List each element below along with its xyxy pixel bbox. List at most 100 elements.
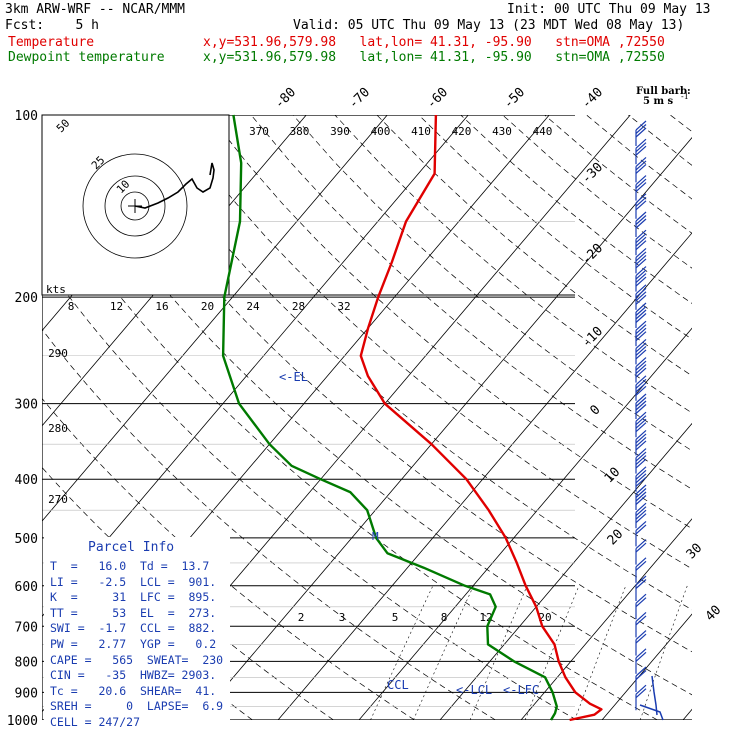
wind-barb-flag: [635, 415, 647, 426]
wind-barb-flag: [635, 287, 647, 298]
barb-legend-title: Full barb:: [636, 86, 691, 97]
parcel-info-line: K = 31 LFC = 895.: [50, 590, 217, 605]
wind-barb-flag: [635, 313, 647, 323]
skewed-temp-label: -20: [579, 241, 606, 268]
wind-barb-flag: [635, 593, 647, 604]
isotherm-line: [196, 137, 692, 720]
wind-barb-flag: [635, 127, 647, 138]
wind-barb-flag: [635, 611, 647, 622]
init-time: Init: 00 UTC Thu 09 May 13: [507, 2, 711, 17]
wind-barb-flag: [635, 378, 647, 389]
theta-label: 290: [48, 347, 68, 360]
dry-adiabat-line: [502, 115, 692, 269]
wind-barb-flag: [635, 327, 647, 338]
wind-barb-flag: [635, 342, 647, 353]
wind-barb-flag: [635, 160, 647, 171]
wind-barb-flag: [635, 455, 647, 466]
isotherm-temp-label: 16: [155, 300, 168, 313]
mixing-ratio-label: 3: [339, 611, 346, 624]
level-annotation: CCL: [387, 678, 409, 692]
mixing-ratio-line: [524, 585, 580, 720]
wind-barb-flag: [635, 247, 647, 258]
parcel-info-line: CIN = -35 HWBZ= 2903.: [50, 668, 217, 683]
wind-barb-flag: [635, 284, 647, 295]
wind-barb-flag: [635, 120, 647, 131]
isotherm-temp-label: 32: [337, 300, 350, 313]
wind-barb-flag: [635, 451, 647, 462]
isotherm-line: [601, 613, 692, 720]
pressure-label: 1000: [7, 714, 38, 729]
parcel-info-line: LI = -2.5 LCL = 901.: [50, 574, 217, 589]
isotherm-line: [42, 115, 388, 522]
wind-barb-flag: [635, 324, 647, 335]
isotherm-line: [42, 115, 469, 618]
wind-barb-flag: [635, 357, 647, 368]
parcel-info-title: Parcel Info: [88, 540, 175, 555]
mixing-ratio-label: 2: [298, 611, 305, 624]
parcel-info-line: PW = 2.77 YGP = 0.2: [50, 637, 217, 651]
wind-barb-flag: [635, 488, 647, 498]
wind-barb-flag: [635, 233, 647, 244]
wind-barb-flag: [635, 320, 647, 331]
wind-barb-flag: [635, 163, 647, 174]
wind-barb-flag: [635, 429, 647, 440]
wind-barb-flag: [635, 254, 647, 265]
wind-barb-flag: [635, 142, 647, 153]
wind-barb-flag: [635, 491, 647, 502]
wind-barb-flag: [635, 331, 647, 342]
mixing-ratio-label: 8: [441, 611, 448, 624]
wind-barb-flag: [635, 178, 647, 189]
temperature-location: x,y=531.96,579.98 lat,lon= 41.31, -95.90…: [203, 35, 665, 50]
level-annotation: <-LCL: [456, 683, 492, 697]
parcel-info-line: Tc = 20.6 SHEAR= 41.: [50, 683, 217, 698]
forecast-hour: Fcst: 5 h: [5, 18, 99, 33]
wind-barb-flag: [635, 506, 647, 517]
wind-barb-flag: [635, 193, 647, 204]
dry-adiabat-line: [628, 115, 692, 166]
wind-barb-flag: [635, 615, 647, 626]
wind-barbs: [635, 120, 664, 721]
pressure-label: 800: [15, 655, 38, 670]
wind-barb-flag: [635, 575, 647, 586]
wind-barb-flag: [635, 175, 647, 186]
skewed-temp-label: 0: [587, 402, 603, 418]
temperature-legend: Temperature: [8, 35, 95, 50]
mixing-ratio-line: [469, 585, 528, 720]
wind-barb-flag: [635, 560, 647, 571]
parcel-info-line: SWI = -1.7 CCL = 882.: [50, 621, 217, 636]
pressure-label: 300: [15, 398, 38, 413]
hodograph-kts-label: kts: [46, 283, 66, 296]
wind-barb-flag: [635, 520, 647, 531]
pressure-label: 700: [15, 620, 38, 635]
wind-barb-flag: [635, 542, 647, 553]
hodograph-trace: [134, 162, 215, 209]
isotherm-temp-label: 20: [201, 300, 214, 313]
theta-e-label: 370: [249, 125, 269, 138]
wind-barb-flag: [635, 539, 647, 550]
dry-adiabat-line: [670, 115, 692, 133]
wind-barb-flag: [635, 138, 647, 149]
hodograph-ring: [104, 175, 166, 237]
wind-barb-flag: [635, 651, 647, 662]
wind-barb-flag: [635, 306, 647, 316]
wind-barb-flag: [635, 513, 647, 524]
valid-time: Valid: 05 UTC Thu 09 May 13 (23 MDT Wed …: [293, 18, 685, 33]
pressure-label: 900: [15, 686, 38, 701]
parcel-info-line: SREH = 0 LAPSE= 6.9: [50, 699, 224, 714]
theta-e-label: 440: [533, 125, 553, 138]
wind-barb-flag: [635, 436, 647, 447]
parcel-info-line: T = 16.0 Td = 13.7: [50, 559, 210, 573]
wind-barb-flag: [635, 338, 647, 349]
dry-adiabat-line: [166, 115, 692, 570]
mixing-ratio-line: [413, 585, 474, 720]
parcel-info-line: CAPE = 565 SWEAT= 230: [50, 652, 224, 667]
wind-barb-flag: [635, 182, 647, 193]
wind-barb-flag: [635, 404, 647, 414]
pressure-label: 200: [15, 291, 38, 306]
wind-barb-flag: [635, 211, 647, 222]
dry-adiabat-line: [208, 115, 692, 530]
isotherm-line: [439, 422, 692, 720]
wind-barb-flag: [635, 269, 647, 280]
wind-barb-flag: [635, 557, 647, 568]
